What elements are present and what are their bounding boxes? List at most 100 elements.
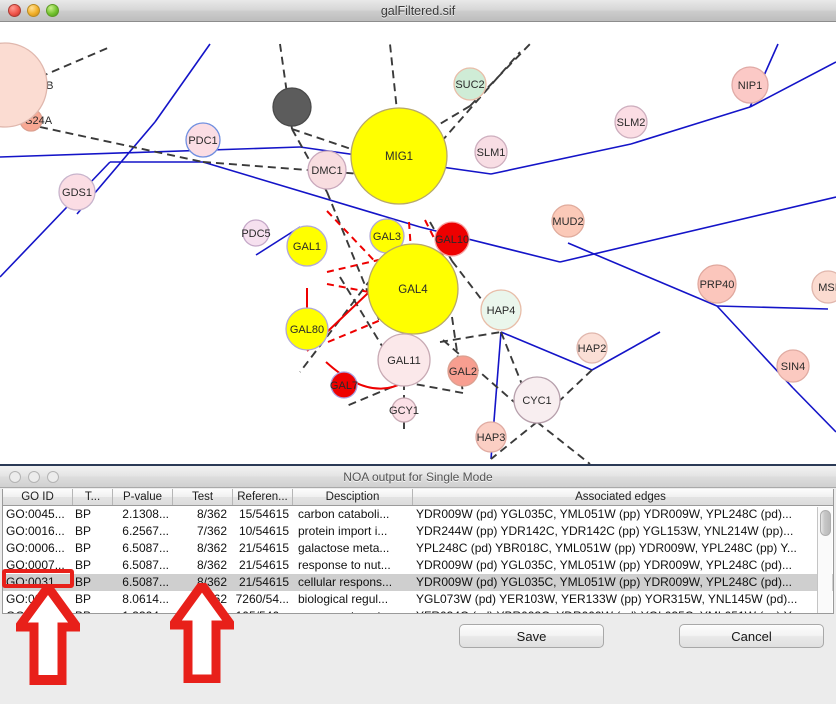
type-cell-row-5[interactable]: BP <box>75 575 92 589</box>
type-cell-row-7[interactable]: BP <box>73 608 113 613</box>
network-node-unlabeled[interactable] <box>272 87 312 127</box>
network-node-gal1[interactable]: GAL1 <box>286 225 328 267</box>
test-cell-row-7[interactable]: 11/362 <box>173 608 233 613</box>
network-node-slm1[interactable]: SLM1 <box>474 135 508 169</box>
edges-cell-row-1[interactable]: YDR009W (pd) YGL035C, YML051W (pp) YDR00… <box>416 507 792 521</box>
results-table[interactable]: GO ID T... P-value Test Referen... Desciption… <box>2 489 834 614</box>
network-node-gal11[interactable]: GAL11 <box>377 333 431 387</box>
pvalue-cell-row-4[interactable]: 6.5087... <box>122 558 169 572</box>
network-node-gal7[interactable]: GAL7 <box>330 371 358 399</box>
network-node-gal10[interactable]: GAL10 <box>434 221 470 257</box>
node-circle[interactable] <box>480 289 522 331</box>
edges-cell-row-2[interactable]: YDR244W (pp) YDR142C, YDR142C (pp) YGL15… <box>416 524 794 538</box>
ref-cell-row-4[interactable]: 21/54615 <box>238 558 289 572</box>
test-cell-row-3[interactable]: 8/362 <box>196 541 227 555</box>
node-circle[interactable] <box>434 221 470 257</box>
network-node-prp40[interactable]: PRP40 <box>697 264 737 304</box>
column-header-type[interactable]: T... <box>73 489 113 505</box>
desc-cell-row-5[interactable]: cellular respons... <box>298 575 393 589</box>
table-row[interactable]: GO:0031... BP 6.5087... 8/362 21/54615 cellul… <box>3 574 833 591</box>
zoom-button-icon[interactable] <box>46 4 59 17</box>
pvalue-cell-row-6[interactable]: 8.0614... <box>122 592 169 606</box>
desc-cell-row-2[interactable]: protein import i... <box>298 524 388 538</box>
node-circle[interactable] <box>776 349 810 383</box>
test-cell-row-6[interactable]: 94/362 <box>190 592 227 606</box>
node-circle[interactable] <box>185 122 221 158</box>
pvalue-cell-row-7[interactable]: 1.3324... <box>113 608 173 613</box>
network-node-dmc1[interactable]: DMC1 <box>307 150 347 190</box>
node-circle[interactable] <box>551 204 585 238</box>
node-circle[interactable] <box>474 135 508 169</box>
network-node-mud2[interactable]: MUD2 <box>551 204 585 238</box>
dialog-zoom-button-icon[interactable] <box>47 471 59 483</box>
node-circle[interactable] <box>447 355 479 387</box>
network-node-nip1[interactable]: NIP1 <box>731 66 769 104</box>
network-node-cyc1[interactable]: CYC1 <box>513 376 561 424</box>
network-node-gal3[interactable]: GAL3 <box>369 218 405 254</box>
network-node-hap2[interactable]: HAP2 <box>576 332 608 364</box>
network-node-sin4[interactable]: SIN4 <box>776 349 810 383</box>
network-graph[interactable]: RPL18BRPS24AGDS1PDC1PDC5DMC1SUC2SLM1SLM2… <box>0 22 836 464</box>
table-row[interactable]: GO:0031...BP1.3324...11/362105/546...res… <box>3 608 833 613</box>
node-circle[interactable] <box>731 66 769 104</box>
network-node-pdc5[interactable]: PDC5 <box>241 219 271 247</box>
ref-cell-row-1[interactable]: 15/54615 <box>238 507 289 521</box>
cancel-button[interactable]: Cancel <box>679 624 824 648</box>
go-id-cell-row-1[interactable]: GO:0045... <box>6 507 65 521</box>
table-row[interactable]: GO:0016... BP 6.2567... 7/362 10/54615 protei… <box>3 523 833 540</box>
node-circle[interactable] <box>285 307 329 351</box>
network-nodes[interactable]: RPL18BRPS24AGDS1PDC1PDC5DMC1SUC2SLM1SLM2… <box>0 42 836 453</box>
go-id-cell-row-6[interactable]: GO:0065... <box>6 592 65 606</box>
desc-cell-row-6[interactable]: biological regul... <box>298 592 389 606</box>
network-node-gds1[interactable]: GDS1 <box>58 173 96 211</box>
pvalue-cell-row-1[interactable]: 2.1308... <box>122 507 169 521</box>
network-node-gal80[interactable]: GAL80 <box>285 307 329 351</box>
go-id-cell-row-5[interactable]: GO:0031... <box>6 575 65 589</box>
node-circle[interactable] <box>391 397 417 423</box>
network-node-pdc1[interactable]: PDC1 <box>185 122 221 158</box>
table-vertical-scrollbar[interactable] <box>817 507 832 613</box>
test-cell-row-2[interactable]: 7/362 <box>196 524 227 538</box>
save-button[interactable]: Save <box>459 624 604 648</box>
network-node-mig1[interactable]: MIG1 <box>350 107 448 205</box>
go-id-cell-row-2[interactable]: GO:0016... <box>6 524 65 538</box>
node-circle[interactable] <box>576 332 608 364</box>
network-node-unlabeled[interactable] <box>0 42 48 128</box>
column-header-go-id[interactable]: GO ID <box>3 489 73 505</box>
ref-cell-row-5[interactable]: 21/54615 <box>238 575 289 589</box>
node-circle[interactable] <box>614 105 648 139</box>
network-node-hap4[interactable]: HAP4 <box>480 289 522 331</box>
go-id-cell-row-7[interactable]: GO:0031... <box>3 608 73 613</box>
table-row[interactable]: GO:0065... BP 8.0614... 94/362 7260/54... bio… <box>3 591 833 608</box>
edges-cell-row-3[interactable]: YPL248C (pd) YBR018C, YML051W (pp) YDR00… <box>416 541 797 555</box>
column-header-ref[interactable]: Referen... <box>233 489 293 505</box>
type-cell-row-2[interactable]: BP <box>75 524 92 538</box>
test-cell-row-5[interactable]: 8/362 <box>196 575 227 589</box>
node-circle[interactable] <box>453 67 487 101</box>
minimize-button-icon[interactable] <box>27 4 40 17</box>
table-row[interactable]: GO:0007... BP 6.5087... 8/362 21/54615 respon… <box>3 557 833 574</box>
node-circle[interactable] <box>811 270 836 304</box>
go-id-cell-row-4[interactable]: GO:0007... <box>6 558 65 572</box>
node-circle[interactable] <box>513 376 561 424</box>
network-node-gal2[interactable]: GAL2 <box>447 355 479 387</box>
table-body[interactable]: GO:0045... BP 2.1308... 8/362 15/54615 carbon… <box>3 506 833 613</box>
column-header-edges[interactable]: Associated edges <box>575 491 666 503</box>
ref-cell-row-3[interactable]: 21/54615 <box>238 541 289 555</box>
network-node-msi[interactable]: MSI <box>811 270 836 304</box>
network-node-gcy1[interactable]: GCY1 <box>389 397 419 423</box>
network-node-slm2[interactable]: SLM2 <box>614 105 648 139</box>
edges-cell-row-6[interactable]: YGL073W (pd) YER103W, YER133W (pp) YOR31… <box>416 592 798 606</box>
scrollbar-thumb[interactable] <box>820 510 831 536</box>
network-node-hap3[interactable]: HAP3 <box>475 421 507 453</box>
desc-cell-row-7[interactable]: response to nut... <box>293 608 413 613</box>
table-row[interactable]: GO:0006... BP 6.5087... 8/362 21/54615 galact… <box>3 540 833 557</box>
ref-cell-row-7[interactable]: 105/546... <box>233 608 293 613</box>
desc-cell-row-4[interactable]: response to nut... <box>298 558 391 572</box>
node-circle[interactable] <box>330 371 358 399</box>
dialog-minimize-button-icon[interactable] <box>28 471 40 483</box>
type-cell-row-4[interactable]: BP <box>75 558 92 572</box>
go-id-cell-row-3[interactable]: GO:0006... <box>6 541 65 555</box>
node-circle[interactable] <box>367 243 459 335</box>
network-canvas[interactable]: RPL18BRPS24AGDS1PDC1PDC5DMC1SUC2SLM1SLM2… <box>0 22 836 464</box>
